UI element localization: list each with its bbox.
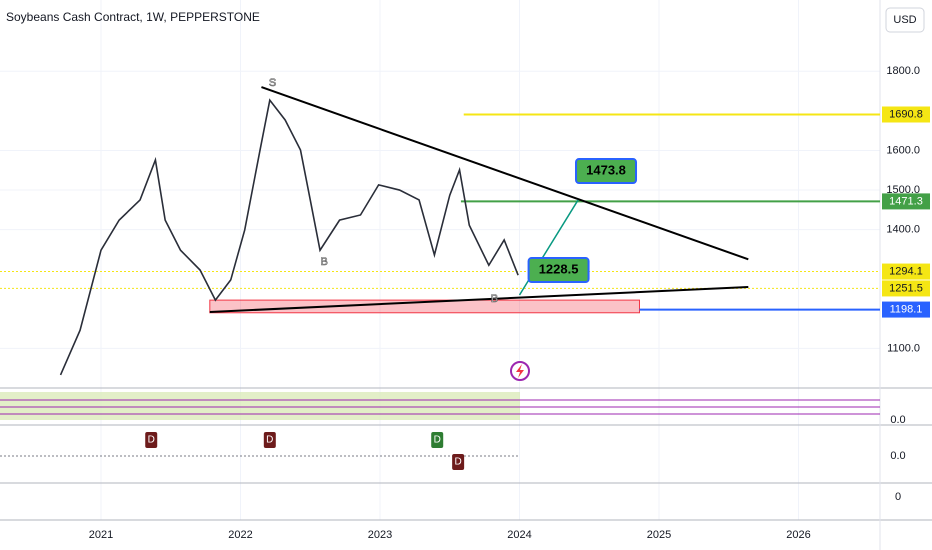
- price-tag: [882, 193, 930, 210]
- price-tag: [882, 106, 930, 123]
- target-label: 1228.5: [539, 261, 579, 276]
- price-tag: [882, 280, 930, 297]
- annotation: B: [321, 256, 328, 268]
- annotation: S: [269, 77, 276, 89]
- x-tick-label: 2026: [786, 529, 810, 541]
- x-tick-label: 2022: [228, 529, 252, 541]
- signal-label: D: [148, 435, 155, 446]
- grid: [0, 0, 880, 520]
- signal-tag: [263, 432, 276, 448]
- zone: [209, 299, 640, 314]
- trendline: [209, 286, 749, 313]
- currency[interactable]: USD: [893, 14, 916, 26]
- signal-label: D: [455, 457, 462, 468]
- target-box: [527, 257, 590, 284]
- trendline: [261, 86, 749, 261]
- price-tag-label: 1198.1: [890, 303, 923, 315]
- y-tick-label: 1100.0: [887, 342, 920, 354]
- signal-tag: [145, 432, 158, 448]
- x-tick-label: 2023: [368, 529, 392, 541]
- indicator-lines: [0, 361, 880, 457]
- target-label: 1473.8: [586, 162, 626, 177]
- signal-tag: [452, 454, 465, 470]
- signal-label: D: [266, 435, 273, 446]
- price-tag: [882, 301, 930, 318]
- annotation: B: [491, 293, 498, 305]
- price-tag-label: 1471.3: [889, 195, 923, 207]
- x-tick-label: 2024: [507, 529, 531, 541]
- pane-label: 0: [895, 491, 901, 503]
- price-tag-label: 1690.8: [889, 108, 923, 120]
- chart-title: Soybeans Cash Contract, 1W, PEPPERSTONE: [6, 10, 260, 24]
- price-tag-label: 1294.1: [889, 265, 923, 277]
- price-tag: [882, 263, 930, 280]
- signal-tag: [431, 432, 444, 448]
- signal-label: D: [434, 435, 441, 446]
- x-tick-label: 2025: [647, 529, 671, 541]
- price-line: [59, 98, 519, 376]
- y-tick-label: 1800.0: [886, 65, 920, 77]
- pane-label: 0.0: [890, 414, 905, 426]
- currency-button[interactable]: [885, 7, 925, 33]
- y-tick-label: 1500.0: [886, 184, 920, 196]
- target-box: [575, 158, 638, 185]
- y-tick-label: 1400.0: [886, 224, 920, 236]
- x-tick-label: 2021: [89, 529, 113, 541]
- pane-label: 0.0: [890, 450, 905, 462]
- price-tag-label: 1251.5: [889, 282, 923, 294]
- y-tick-label: 1600.0: [886, 144, 920, 156]
